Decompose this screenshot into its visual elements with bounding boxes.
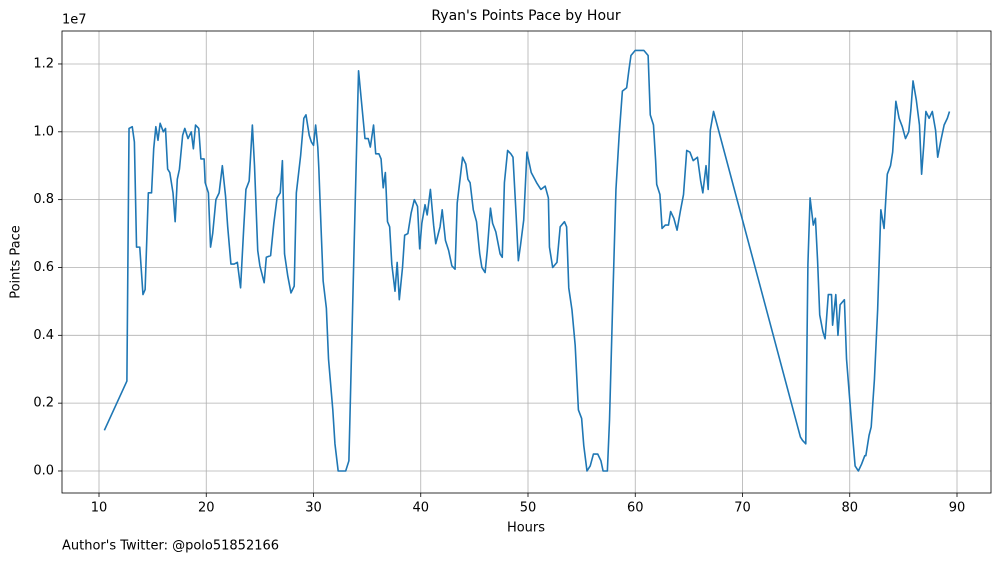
y-tick-label: 1.2: [33, 56, 54, 71]
plot-area: 10 20 30 40 50 60 70 80 90 0.0 0.2 0.4 0.6 0.8 1.0 1.2: [33, 31, 991, 516]
y-axis-label: Points Pace: [9, 225, 24, 299]
x-axis-label: Hours: [507, 521, 545, 536]
footer: Author's Twitter: @polo51852166: [62, 539, 279, 554]
x-tick-label: 70: [734, 501, 751, 516]
y-tick-label: 0.4: [33, 328, 54, 343]
y-tick-label: 0.2: [33, 396, 54, 411]
x-tick-label: 20: [198, 501, 215, 516]
x-tick-label: 50: [520, 501, 537, 516]
x-tick-label: 90: [949, 501, 966, 516]
x-tick-label: 40: [412, 501, 429, 516]
y-tick-label: 0.6: [33, 260, 54, 275]
x-tick-label: 80: [841, 501, 858, 516]
chart-title: Ryan's Points Pace by Hour: [431, 8, 621, 24]
y-tick-label: 0.0: [33, 463, 54, 478]
y-offset-label: 1e7: [62, 13, 87, 28]
plot-frame: [61, 30, 992, 494]
y-tick-label: 1.0: [33, 124, 54, 139]
x-tick-label: 30: [305, 501, 322, 516]
data-line: [103, 49, 951, 472]
y-tick-label: 0.8: [33, 192, 54, 207]
x-tick-label: 10: [91, 501, 108, 516]
x-tick-label: 60: [627, 501, 644, 516]
